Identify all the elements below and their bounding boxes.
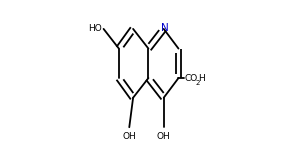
Text: HO: HO <box>88 24 102 33</box>
Text: OH: OH <box>122 132 136 141</box>
Text: 2: 2 <box>196 80 200 86</box>
Text: N: N <box>161 23 169 33</box>
Text: CO: CO <box>185 74 198 83</box>
Text: OH: OH <box>157 132 171 141</box>
Text: H: H <box>199 74 205 83</box>
